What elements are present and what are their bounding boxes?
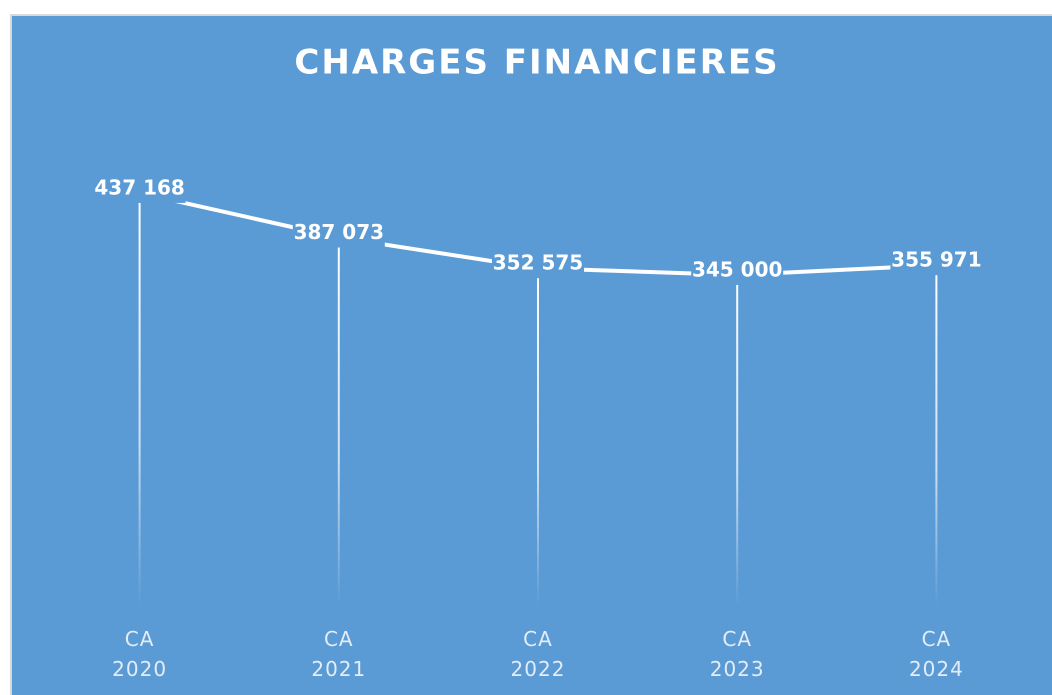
label-background [691,256,784,285]
drop-line [337,237,340,605]
data-label: 387 073 [294,220,384,244]
x-tick-label: CA 2020 [112,627,168,681]
label-background [292,219,385,248]
drop-line [138,192,141,606]
chart-title: CHARGES FINANCIERES [294,43,779,83]
drop-line [537,268,539,605]
chart-background [10,14,1052,695]
label-background [492,250,584,279]
label-background [890,247,983,276]
data-label: 352 575 [493,251,583,275]
x-tick-label: CA 2024 [908,627,964,681]
drop-line [935,265,938,605]
drop-line [736,274,739,605]
data-label: 437 168 [94,175,184,199]
x-tick-label: CA 2022 [510,627,566,681]
x-tick-label: CA 2021 [311,627,367,681]
data-label: 355 971 [891,248,981,272]
label-background [93,174,186,203]
data-label: 345 000 [692,257,782,281]
x-tick-label: CA 2023 [709,627,765,681]
